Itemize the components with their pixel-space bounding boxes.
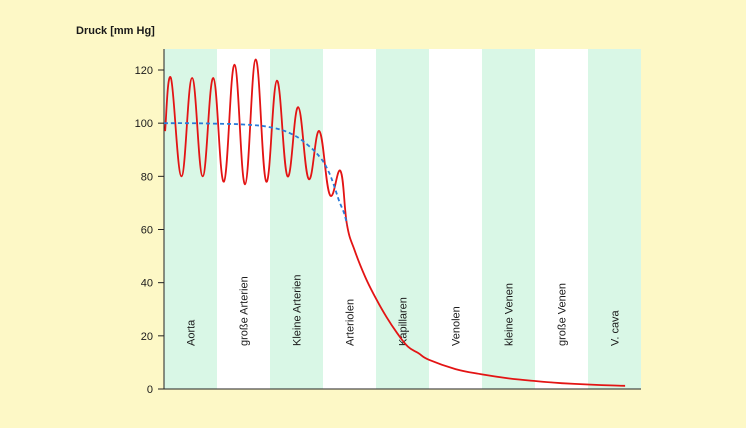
segment-band [376,49,429,389]
segment-band [323,49,376,389]
mean-pressure-curve [163,122,348,225]
segment-band [217,49,270,389]
segment-label: Kapillaren [398,297,410,346]
segment-label: große Venen [557,283,569,346]
y-tick-label: 0 [147,384,153,396]
y-tick-label: 80 [141,171,153,183]
y-axis-label: Druck [mm Hg] [76,25,155,37]
pressure-curve [164,58,626,387]
segment-label: große Arterien [239,276,251,346]
segment-label: Venolen [451,306,463,346]
segment-band [164,49,217,389]
segment-label: Arteriolen [345,299,357,346]
y-tick-label: 120 [135,65,153,77]
segment-band [429,49,482,389]
y-tick-label: 20 [141,331,153,343]
segment-band [588,49,641,389]
segment-label: kleine Venen [504,283,516,346]
y-tick-label: 60 [141,225,153,237]
segment-band [535,49,588,389]
segment-label: V. cava [610,309,622,346]
y-tick-label: 40 [141,278,153,290]
segment-label: Aorta [186,319,198,346]
segment-label: Kleine Arterien [292,274,304,346]
segment-band [482,49,535,389]
y-tick-label: 100 [135,118,153,130]
segment-band [270,49,323,389]
